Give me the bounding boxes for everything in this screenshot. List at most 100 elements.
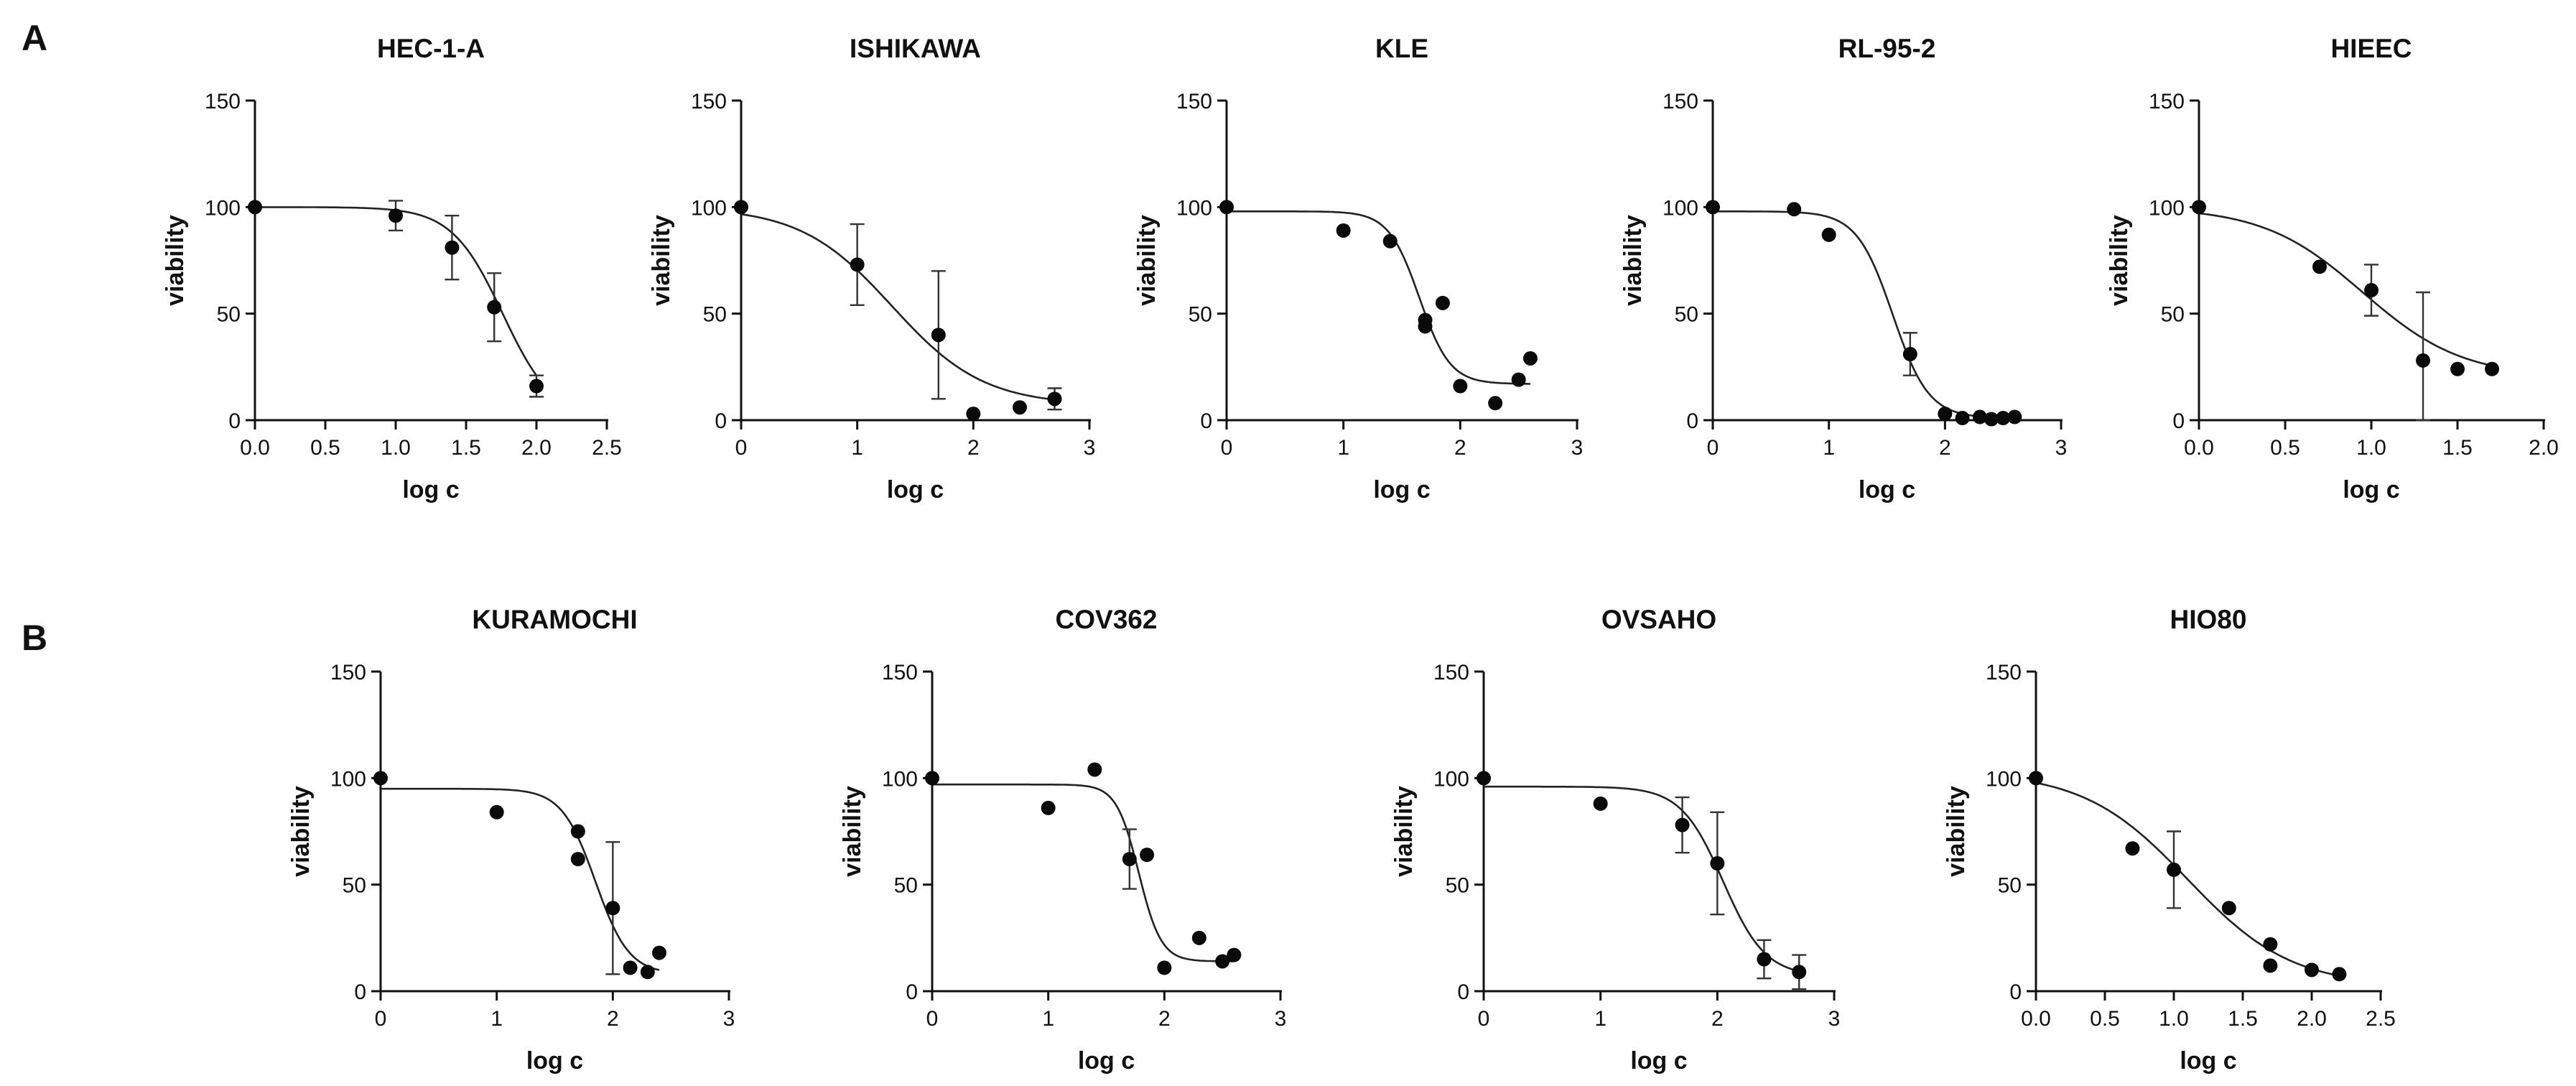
x-tick-label: 2 [607,1007,619,1031]
data-point [2312,259,2327,274]
data-point [2167,862,2181,877]
data-point [1972,409,1987,424]
data-point [373,771,388,786]
y-tick-label: 50 [343,874,366,898]
chart-title: ISHIKAWA [850,34,981,63]
x-tick-label: 1 [490,1007,503,1031]
x-tick-label: 3 [1084,436,1096,460]
y-tick-label: 0 [228,409,241,433]
y-axis-label: viability [1943,786,1970,877]
chart-cov362: COV362 0 50 100 150 0 1 2 3 log c viability [839,605,1286,1075]
y-tick-label: 0 [906,980,918,1004]
fit-curve [381,787,660,971]
y-tick-label: 0 [715,409,727,433]
data-point [605,901,620,916]
chart-title: HIEEC [2330,34,2412,63]
y-tick-label: 50 [1675,303,1698,327]
data-point [1047,391,1062,407]
y-tick-label: 50 [1446,874,1469,898]
y-tick-label: 150 [205,90,241,113]
y-tick-label: 150 [1433,661,1469,684]
data-point [1227,947,1242,962]
y-tick-label: 100 [691,196,727,220]
x-tick-label: 1.5 [2228,1007,2258,1031]
chart-kle: KLE 0 50 100 150 0 1 2 3 log c viability [1133,34,1583,503]
x-tick-label: 1 [851,436,863,460]
x-tick-label: 0 [926,1007,939,1031]
x-tick-label: 2.5 [592,436,622,460]
x-tick-label: 1.0 [2356,436,2386,460]
chart-title: RL-95-2 [1838,34,1936,63]
y-tick-label: 0 [1200,409,1212,433]
x-axis-label: log c [2180,1047,2236,1075]
data-point [2007,409,2022,424]
x-tick-label: 1.0 [2159,1007,2189,1031]
x-tick-label: 1 [1042,1007,1054,1031]
y-axis-label: viability [839,786,866,877]
data-point [1087,762,1102,777]
x-axis-label: log c [1373,476,1430,503]
y-tick-label: 150 [2149,90,2185,113]
data-point [1418,319,1433,334]
x-tick-label: 3 [1828,1007,1841,1031]
data-point [1938,407,1953,422]
x-tick-label: 3 [723,1007,735,1031]
y-tick-label: 100 [1986,767,2022,791]
x-tick-label: 0.0 [240,436,270,460]
chart-title: KLE [1375,34,1428,63]
data-point [640,965,655,980]
panel-label-b: B [22,618,47,658]
data-point [1996,411,2011,426]
y-tick-label: 50 [217,303,241,327]
x-tick-label: 0.5 [2270,436,2300,460]
data-point [1984,412,1999,427]
data-point [1453,379,1468,394]
data-point [2263,937,2278,952]
data-point [389,208,403,223]
y-tick-label: 50 [894,874,918,898]
x-tick-label: 2.5 [2366,1007,2396,1031]
data-point [1821,227,1836,242]
y-tick-label: 0 [2009,980,2022,1004]
chart-kuramochi: KURAMOCHI 0 50 100 150 0 1 2 3 log c viability [287,605,735,1075]
y-tick-label: 150 [330,661,366,684]
x-tick-label: 3 [2055,436,2068,460]
x-tick-label: 1.5 [451,436,481,460]
data-point [1902,347,1917,362]
y-tick-label: 50 [1189,303,1212,327]
panel-label-a: A [22,18,47,58]
x-tick-label: 3 [1571,436,1584,460]
x-tick-label: 2.0 [2529,436,2559,460]
x-axis-label: log c [402,476,459,503]
data-point [1336,223,1351,238]
y-tick-label: 100 [1663,196,1698,220]
data-point [966,407,981,422]
x-tick-label: 1.5 [2442,436,2473,460]
y-tick-label: 150 [1663,90,1698,113]
y-tick-label: 0 [354,980,366,1004]
data-point [489,804,504,820]
fit-curve [1713,210,2015,419]
x-tick-label: 0 [375,1007,387,1031]
data-point [487,300,502,315]
y-tick-label: 100 [205,196,241,220]
fit-curve [740,213,1055,401]
x-axis-label: log c [1078,1047,1135,1075]
chart-ishikawa: ISHIKAWA 0 50 100 150 0 1 2 3 log c viability [648,34,1095,503]
data-point [1757,952,1772,967]
y-tick-label: 0 [1457,980,1469,1004]
data-point [1706,200,1720,215]
y-axis-label: viability [1619,215,1647,306]
y-tick-label: 100 [2149,196,2185,220]
data-point [1710,856,1725,871]
data-point [2332,967,2347,982]
data-point [1140,848,1155,863]
x-axis-label: log c [887,476,944,503]
y-tick-label: 100 [1176,196,1212,220]
y-tick-label: 150 [882,661,918,684]
y-tick-label: 50 [2161,303,2185,327]
data-point [1215,954,1230,969]
chart-title: HEC-1-A [377,34,485,63]
